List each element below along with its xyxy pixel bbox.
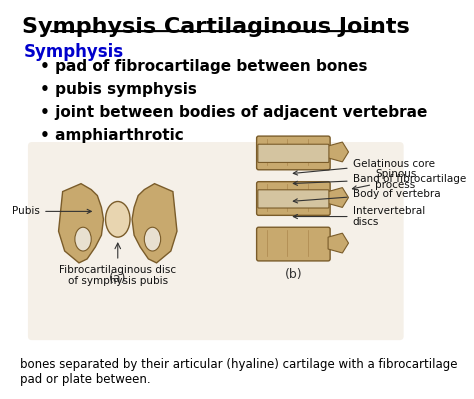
Text: Spinous
process: Spinous process xyxy=(353,169,417,190)
Text: Pubis: Pubis xyxy=(12,206,91,216)
Text: Intervertebral
discs: Intervertebral discs xyxy=(293,206,425,227)
Polygon shape xyxy=(59,184,103,263)
FancyBboxPatch shape xyxy=(256,227,330,261)
Text: (a): (a) xyxy=(109,272,127,285)
Text: • amphiarthrotic: • amphiarthrotic xyxy=(40,128,184,143)
Text: Fibrocartilaginous disc
of symphysis pubis: Fibrocartilaginous disc of symphysis pub… xyxy=(59,265,176,286)
FancyBboxPatch shape xyxy=(256,136,330,170)
FancyBboxPatch shape xyxy=(258,190,329,208)
Text: • pad of fibrocartilage between bones: • pad of fibrocartilage between bones xyxy=(40,59,368,74)
FancyBboxPatch shape xyxy=(258,144,329,162)
Text: Symphysis Cartilaginous Joints: Symphysis Cartilaginous Joints xyxy=(22,17,410,37)
Polygon shape xyxy=(328,188,348,207)
FancyBboxPatch shape xyxy=(256,182,330,215)
FancyBboxPatch shape xyxy=(28,142,404,340)
Text: Symphysis: Symphysis xyxy=(24,43,124,61)
Text: Band of fibrocartilage: Band of fibrocartilage xyxy=(293,174,466,186)
Text: bones separated by their articular (hyaline) cartilage with a fibrocartilage pad: bones separated by their articular (hyal… xyxy=(20,358,457,386)
Text: • joint between bodies of adjacent vertebrae: • joint between bodies of adjacent verte… xyxy=(40,105,428,120)
Ellipse shape xyxy=(106,201,130,237)
Polygon shape xyxy=(328,142,348,162)
Text: Body of vertebra: Body of vertebra xyxy=(293,189,440,203)
Text: Gelatinous core: Gelatinous core xyxy=(293,159,435,175)
Text: • pubis symphysis: • pubis symphysis xyxy=(40,82,197,97)
Ellipse shape xyxy=(75,227,91,251)
Polygon shape xyxy=(328,233,348,253)
Polygon shape xyxy=(132,184,177,263)
Ellipse shape xyxy=(144,227,161,251)
Text: (b): (b) xyxy=(284,268,302,281)
